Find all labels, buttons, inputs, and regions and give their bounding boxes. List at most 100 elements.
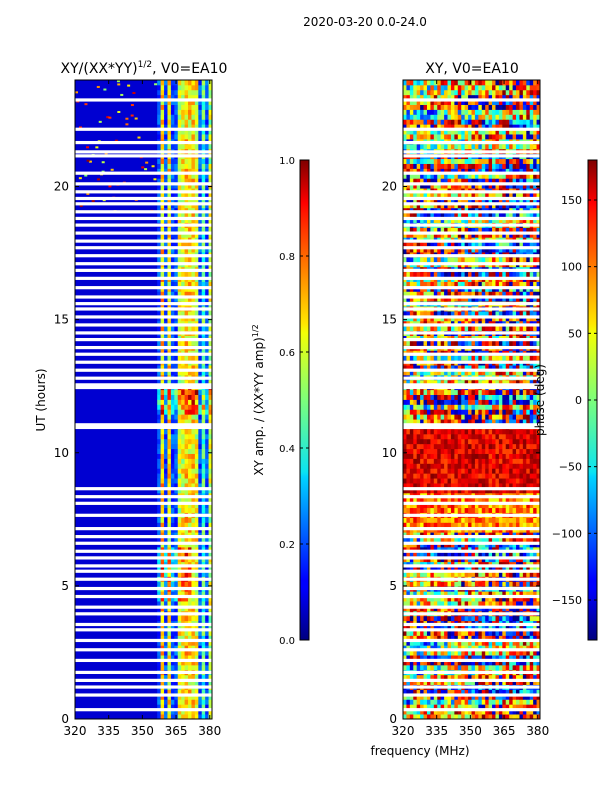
phase-cell [461, 537, 466, 543]
phase-cell [447, 699, 452, 705]
amplitude-cell [181, 129, 185, 135]
phase-cell [450, 694, 455, 700]
phase-cell [447, 433, 452, 440]
phase-cell [492, 699, 496, 705]
phase-cell [481, 394, 486, 400]
phase-cell [457, 551, 462, 558]
phase-cell [447, 483, 452, 489]
phase-cell [409, 409, 414, 415]
phase-cell [450, 546, 455, 553]
amplitude-cell [205, 635, 209, 641]
amplitude-cell [208, 414, 212, 420]
phase-cell [481, 674, 486, 681]
phase-cell [454, 404, 459, 410]
amplitude-cell [181, 119, 185, 125]
phase-cell [447, 660, 452, 666]
phase-cell [440, 522, 445, 528]
amplitude-cell [167, 379, 172, 386]
amplitude-cell [191, 517, 196, 523]
amplitude-cell [205, 551, 209, 558]
phase-cell [495, 497, 500, 504]
phase-cell [454, 458, 459, 464]
amplitude-cell [188, 256, 192, 263]
phase-cell [464, 699, 469, 705]
phase-cell [502, 532, 507, 538]
phase-cell [403, 487, 407, 494]
phase-cell [488, 473, 493, 479]
amplitude-cell [194, 537, 199, 543]
amplitude-cell [174, 655, 179, 661]
amplitude-cell [177, 217, 182, 223]
phase-cell [536, 679, 540, 685]
phase-cell [444, 630, 448, 636]
phase-cell [406, 655, 411, 661]
phase-cell [502, 645, 507, 651]
amplitude-cell [164, 84, 168, 91]
amplitude-cell [167, 674, 172, 681]
phase-cell [488, 591, 493, 597]
phase-cell [440, 704, 445, 710]
amplitude-cell [157, 419, 162, 425]
amplitude-cell [208, 483, 212, 489]
amplitude-cell [188, 134, 192, 140]
phase-cell [495, 409, 500, 415]
phase-cell [512, 463, 517, 469]
phase-cell [481, 660, 486, 666]
phase-cell [478, 458, 483, 464]
amplitude-cell [198, 502, 203, 509]
amplitude-cell [184, 158, 189, 164]
amplitude-cell [167, 409, 172, 415]
phase-cell [420, 714, 424, 719]
amplitude-cell [208, 497, 212, 504]
phase-cell [533, 674, 537, 681]
phase-cell [437, 694, 442, 700]
phase-cell [457, 483, 462, 489]
phase-cell [461, 483, 466, 489]
phase-cell [468, 433, 472, 440]
phase-cell [468, 419, 472, 425]
amplitude-cell [194, 497, 199, 504]
amplitude-cell [181, 404, 185, 410]
phase-cell [420, 502, 424, 509]
amplitude-cell [201, 601, 206, 607]
phase-cell [433, 473, 438, 479]
phase-cell [474, 630, 479, 636]
amplitude-cell [157, 178, 162, 184]
phase-cell [502, 699, 507, 705]
phase-cell [447, 497, 452, 504]
phase-cell [512, 546, 517, 553]
phase-cell [454, 694, 459, 700]
amplitude-cell [201, 640, 206, 646]
amplitude-cell [160, 522, 165, 528]
amplitude-cell [164, 355, 168, 361]
phase-cell [536, 709, 540, 715]
phase-cell [519, 414, 524, 420]
amplitude-cell [208, 478, 212, 484]
phase-cell [516, 463, 520, 469]
amplitude-cell [191, 109, 196, 115]
amplitude-cell [184, 212, 189, 219]
amplitude-cell [198, 674, 203, 681]
amplitude-cell [160, 315, 165, 322]
phase-cell [413, 601, 418, 607]
phase-cell [420, 709, 424, 715]
phase-cell [423, 660, 428, 666]
phase-cell [485, 709, 490, 715]
phase-cell [485, 714, 490, 719]
amplitude-cell [188, 463, 192, 469]
phase-cell [406, 458, 411, 464]
amplitude-cell [198, 478, 203, 484]
phase-cell [509, 433, 513, 440]
phase-cell [426, 419, 431, 425]
phase-cell [519, 389, 524, 395]
amplitude-cell [184, 114, 189, 120]
phase-cell [529, 409, 534, 415]
amplitude-cell [181, 99, 185, 105]
phase-cell [433, 433, 438, 440]
amplitude-cell [194, 650, 199, 656]
phase-cell [423, 483, 428, 489]
amplitude-cell [208, 109, 212, 115]
phase-cell [468, 404, 472, 410]
phase-cell [433, 453, 438, 459]
